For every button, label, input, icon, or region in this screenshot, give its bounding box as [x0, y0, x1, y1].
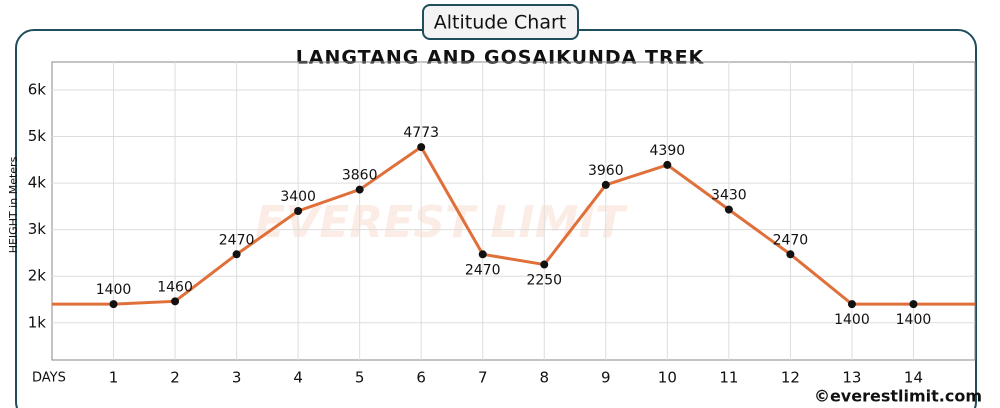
data-label: 3860: [342, 168, 378, 184]
title-box: [422, 4, 579, 40]
point: [786, 250, 795, 259]
point: [294, 207, 303, 215]
data-label: 3400: [280, 189, 316, 205]
data-label: 2470: [219, 232, 255, 248]
point: [478, 250, 487, 259]
data-label: 1400: [96, 282, 132, 298]
data-label: 1460: [157, 279, 193, 295]
chart-subtitle: LANGTANG AND GOSAIKUNDA TREK: [296, 47, 705, 69]
y-tick-label: 6k: [28, 80, 47, 98]
point: [417, 143, 426, 152]
point: [171, 297, 180, 306]
x-tick-label: 8: [539, 369, 549, 387]
x-tick-label: 3: [232, 369, 242, 387]
footer: ©everestlimit.com: [814, 387, 982, 406]
x-tick-label: 11: [719, 369, 738, 387]
data-label: 3960: [588, 163, 624, 179]
point: [355, 185, 364, 194]
x-tick-label: 9: [601, 369, 611, 387]
data-label: 2250: [526, 273, 562, 289]
y-axis-label: HEIGHT in Meters: [7, 156, 20, 253]
y-tick-label: 3k: [28, 220, 47, 238]
y-tick-label: 1k: [28, 313, 47, 331]
data-label: 1400: [896, 312, 932, 328]
point: [663, 160, 672, 169]
x-tick-label: 10: [658, 369, 677, 387]
data-label: 1400: [834, 312, 870, 328]
point: [724, 205, 733, 214]
data-label: 4390: [650, 143, 686, 159]
point: [909, 300, 918, 309]
line: [113, 144, 914, 306]
point: [540, 260, 549, 269]
y-tick-label: 5k: [28, 127, 47, 145]
chart-title: Altitude Chart: [434, 12, 567, 34]
x-tick-label: 2: [170, 369, 180, 387]
point: [109, 300, 118, 309]
x-tick-label: 7: [478, 369, 488, 387]
plot-area: [51, 61, 976, 361]
point: [847, 300, 856, 309]
x-tick-label: 13: [842, 369, 861, 387]
x-tick-label: 12: [781, 369, 800, 387]
x-tick-label: 4: [293, 369, 303, 387]
data-label: 2470: [773, 232, 809, 248]
point: [601, 180, 610, 189]
x-tick-label: 1: [109, 369, 119, 387]
x-tick-label: 14: [904, 369, 923, 387]
x-axis-label: DAYS: [32, 371, 66, 386]
x-tick-label: 5: [355, 369, 365, 387]
y-tick-label: 2k: [28, 267, 47, 285]
point: [232, 250, 241, 259]
y-tick-label: 4k: [28, 174, 47, 192]
data-label: 2470: [465, 262, 501, 278]
data-label: 4773: [403, 125, 439, 141]
data-label: 3430: [711, 188, 747, 204]
x-tick-label: 6: [416, 369, 426, 387]
